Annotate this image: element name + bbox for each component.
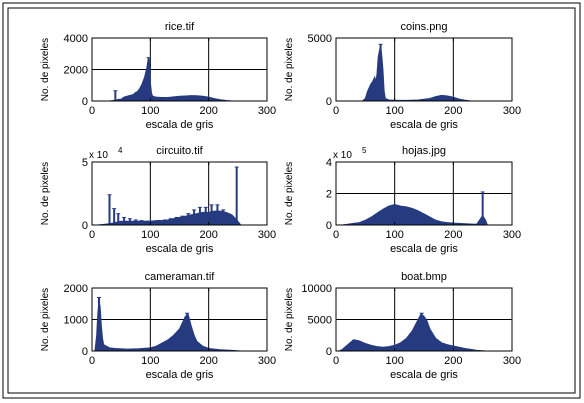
y-axis-multiplier: x 10 <box>333 150 352 161</box>
subplot-3: 0 100 200 300 0 5 circuito.tif escala de gris No… <box>40 145 276 255</box>
y-tick-label: 0 <box>326 96 332 108</box>
subplot-6: 0 100 200 300 0 5000 10000 boat.bmp escala de gr… <box>284 271 521 381</box>
y-tick-label: 5 <box>82 157 88 169</box>
x-tick-label: 300 <box>503 105 521 117</box>
x-tick-label: 300 <box>503 355 521 367</box>
y-tick-label: 0 <box>326 220 332 232</box>
subplot-title: cameraman.tif <box>145 271 216 283</box>
histogram-bars <box>338 313 486 352</box>
x-tick-label: 200 <box>199 105 217 117</box>
y-axis-label: No. de pixeles <box>284 288 295 351</box>
y-tick-label: 0 <box>82 346 88 358</box>
y-axis-label: No. de pixeles <box>40 288 51 351</box>
histogram-bars <box>361 45 471 102</box>
x-axis-label: escala de gris <box>146 243 214 255</box>
x-tick-label: 200 <box>199 229 217 241</box>
y-tick-label: 2000 <box>64 283 88 295</box>
figure-outer-border <box>2 2 581 399</box>
y-tick-label: 4 <box>326 157 332 169</box>
subplot-1: 0 100 200 300 0 2000 4000 rice.tif escala de gri… <box>40 21 276 131</box>
y-axis-label: No. de pixeles <box>40 162 51 225</box>
y-tick-label: 5000 <box>308 315 332 327</box>
x-tick-label: 100 <box>141 105 159 117</box>
x-axis-label: escala de gris <box>390 243 458 255</box>
y-axis-label: No. de pixeles <box>284 162 295 225</box>
subplot-title: rice.tif <box>165 21 195 33</box>
x-tick-label: 0 <box>89 355 95 367</box>
x-tick-label: 0 <box>333 229 339 241</box>
x-axis-label: escala de gris <box>390 119 458 131</box>
y-tick-label: 4000 <box>64 33 88 45</box>
x-tick-label: 0 <box>333 105 339 117</box>
y-tick-label: 2000 <box>64 65 88 77</box>
x-tick-label: 100 <box>141 229 159 241</box>
subplot-5: 0 100 200 300 0 1000 2000 cameraman.tif escala d… <box>40 271 276 381</box>
histogram-bars <box>94 300 241 352</box>
x-tick-label: 200 <box>444 355 462 367</box>
subplot-title: hojas.jpg <box>402 145 446 157</box>
y-axis-multiplier-exponent: 4 <box>118 146 123 155</box>
x-tick-label: 100 <box>385 229 403 241</box>
x-tick-label: 0 <box>89 105 95 117</box>
y-tick-label: 0 <box>82 96 88 108</box>
x-tick-label: 200 <box>444 229 462 241</box>
subplot-2: 0 100 200 300 0 5000 coins.png escala de gris No… <box>284 21 521 131</box>
x-tick-label: 0 <box>89 229 95 241</box>
histogram-bars <box>341 204 489 226</box>
x-tick-label: 0 <box>333 355 339 367</box>
subplot-title: circuito.tif <box>156 145 203 157</box>
x-tick-label: 100 <box>141 355 159 367</box>
x-tick-label: 300 <box>258 229 276 241</box>
x-axis-label: escala de gris <box>146 369 214 381</box>
x-tick-label: 100 <box>385 355 403 367</box>
y-tick-label: 2 <box>326 189 332 201</box>
y-axis-label: No. de pixeles <box>284 38 295 101</box>
y-tick-label: 5000 <box>308 33 332 45</box>
y-tick-label: 10000 <box>301 283 332 295</box>
subplot-title: boat.bmp <box>401 271 447 283</box>
x-tick-label: 200 <box>199 355 217 367</box>
y-tick-label: 0 <box>326 346 332 358</box>
y-axis-multiplier-exponent: 5 <box>362 146 367 155</box>
subplot-4: 0 100 200 300 0 2 4 hojas.jpg escala de gris No. … <box>284 145 521 255</box>
x-tick-label: 100 <box>385 105 403 117</box>
x-axis-label: escala de gris <box>146 119 214 131</box>
y-tick-label: 0 <box>82 220 88 232</box>
y-axis-multiplier: x 10 <box>89 150 108 161</box>
axes-box <box>91 161 268 226</box>
figure-inner-border <box>7 7 576 394</box>
y-axis-label: No. de pixeles <box>40 38 51 101</box>
x-axis-label: escala de gris <box>390 369 458 381</box>
axes-box <box>335 37 513 102</box>
x-tick-label: 200 <box>444 105 462 117</box>
histogram-bars <box>109 57 233 102</box>
x-tick-label: 300 <box>258 355 276 367</box>
y-tick-label: 1000 <box>64 315 88 327</box>
x-tick-label: 300 <box>503 229 521 241</box>
x-tick-label: 300 <box>258 105 276 117</box>
subplot-title: coins.png <box>400 21 447 33</box>
